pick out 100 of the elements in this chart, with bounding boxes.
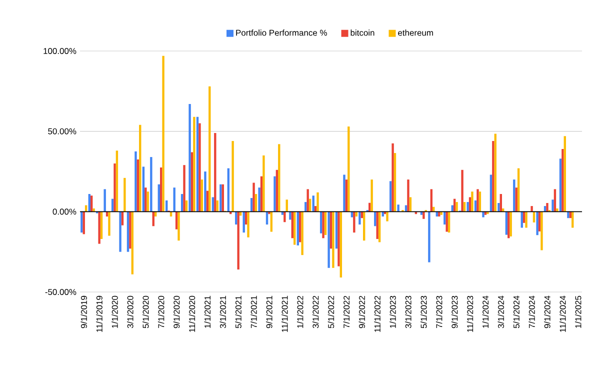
bar — [513, 180, 516, 212]
x-tick-label: 9/1/2019 — [80, 296, 87, 328]
bar — [296, 212, 300, 246]
y-tick-label: -50.00% — [45, 289, 76, 295]
bar — [552, 200, 554, 212]
bar — [559, 158, 562, 212]
bar — [98, 212, 100, 244]
bar — [126, 212, 130, 252]
bar — [146, 192, 149, 212]
bar — [492, 140, 494, 212]
bar — [131, 212, 134, 274]
x-tick-label: 11/1/2024 — [560, 296, 566, 332]
x-tick-label: 9/1/2021 — [266, 296, 272, 328]
bar — [252, 182, 255, 212]
bar — [268, 212, 270, 214]
bar — [260, 176, 263, 212]
bar — [404, 205, 408, 212]
bar — [188, 104, 191, 212]
bar — [335, 212, 338, 249]
bar — [515, 188, 518, 212]
bar — [247, 212, 250, 238]
x-tick-label: 5/1/2024 — [513, 296, 520, 328]
bar — [200, 180, 204, 212]
bar — [370, 180, 373, 212]
bar — [466, 202, 469, 212]
bar — [121, 212, 124, 226]
bar — [422, 212, 425, 219]
x-tick-label: 7/1/2023 — [436, 296, 442, 328]
y-tick-label: 50.00% — [48, 128, 76, 134]
bar — [100, 212, 103, 239]
bar — [136, 159, 140, 212]
bar — [376, 212, 378, 239]
bar — [258, 188, 260, 212]
bar — [505, 212, 508, 235]
bar — [540, 212, 543, 250]
bar — [92, 208, 95, 212]
bar — [324, 212, 327, 235]
bar — [114, 163, 116, 212]
x-tick-label: 7/1/2021 — [250, 296, 257, 328]
bar — [242, 212, 245, 233]
bar — [134, 151, 137, 212]
bar — [498, 202, 500, 212]
x-tick-label: 3/1/2020 — [127, 296, 134, 328]
bar — [446, 212, 448, 232]
bar — [301, 212, 304, 256]
bar — [262, 155, 265, 212]
bar — [90, 196, 93, 212]
bar — [84, 205, 88, 212]
x-tick-label: 3/1/2023 — [405, 296, 412, 328]
bar — [237, 212, 240, 270]
x-tick-label: 7/1/2022 — [343, 296, 350, 328]
bar — [394, 153, 396, 212]
bar — [482, 212, 484, 218]
bar — [389, 181, 392, 212]
bar — [517, 168, 520, 212]
bar — [451, 205, 454, 212]
x-tick-label: 1/1/2021 — [204, 296, 211, 328]
bar — [178, 212, 180, 241]
bar — [198, 123, 201, 212]
x-tick-label: 5/1/2020 — [142, 296, 149, 328]
bar — [392, 143, 394, 212]
bar — [212, 197, 214, 212]
bar — [142, 166, 145, 212]
bar — [350, 212, 354, 218]
bar — [196, 116, 199, 212]
bar — [468, 197, 472, 212]
bar — [362, 212, 366, 241]
bar — [158, 184, 160, 212]
bar — [567, 212, 570, 218]
bar — [562, 149, 564, 212]
bar — [486, 212, 489, 214]
x-tick-label: 7/1/2020 — [158, 296, 164, 328]
bar — [108, 212, 110, 236]
bar — [345, 180, 348, 212]
bar — [456, 202, 458, 212]
bar — [139, 124, 142, 212]
bar — [150, 157, 152, 212]
bar — [490, 174, 492, 212]
legend-label: Portfolio Performance % — [236, 30, 327, 36]
bar — [278, 144, 280, 212]
bar — [274, 176, 276, 212]
x-tick-label: 9/1/2024 — [544, 296, 550, 328]
bar — [397, 204, 400, 212]
bar — [338, 212, 340, 266]
bar — [525, 212, 528, 228]
x-tick-label: 5/1/2023 — [420, 296, 427, 328]
bar — [494, 134, 496, 212]
bar — [320, 212, 322, 234]
x-tick-label: 11/1/2021 — [282, 296, 288, 332]
bar — [428, 212, 430, 262]
bar — [348, 126, 350, 212]
bar — [564, 136, 566, 212]
bar — [340, 212, 342, 278]
bar — [254, 194, 258, 212]
x-tick-label: 9/1/2020 — [173, 296, 180, 328]
x-tick-label: 11/1/2023 — [466, 296, 474, 332]
bar — [162, 56, 164, 212]
x-tick-label: 9/1/2022 — [358, 296, 365, 328]
bar — [232, 140, 234, 212]
x-tick-label: 3/1/2021 — [220, 296, 226, 328]
